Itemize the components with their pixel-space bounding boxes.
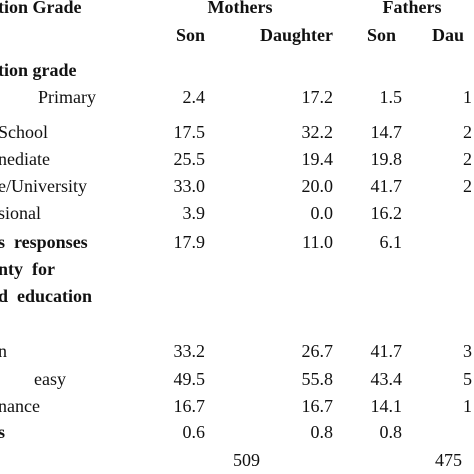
cell: 0.6: [183, 422, 206, 442]
cell: 17.9: [174, 232, 206, 252]
cell: 32.2: [302, 122, 334, 142]
total: 475: [435, 450, 462, 470]
row-label: School: [0, 122, 48, 142]
row-label: n: [0, 341, 7, 361]
cell: 3: [463, 341, 472, 361]
cell: 41.7: [371, 341, 403, 361]
cell: 5: [463, 369, 472, 389]
cell: 16.2: [371, 203, 403, 223]
column-title: tion Grade: [0, 0, 82, 17]
cell: 20.0: [302, 176, 334, 196]
cell: 19.8: [371, 149, 403, 169]
row-label: e/University: [0, 176, 87, 196]
cell: 6.1: [380, 232, 403, 252]
cell: 0.8: [380, 422, 403, 442]
cell: 16.7: [302, 396, 334, 416]
cell: 16.7: [174, 396, 206, 416]
row-label: nty for: [0, 259, 55, 279]
cell: 3.9: [183, 203, 206, 223]
row-label: d education: [0, 286, 92, 306]
cell: 49.5: [174, 369, 206, 389]
cell: 14.1: [371, 396, 403, 416]
cell: 11.0: [302, 232, 333, 252]
subheader: Son: [176, 25, 205, 45]
cell: 17.2: [302, 87, 334, 107]
cell: 1: [463, 396, 472, 416]
cell: 0.8: [311, 422, 334, 442]
cell: 2: [463, 122, 472, 142]
group-header: Fathers: [383, 0, 442, 17]
group-header: Mothers: [208, 0, 273, 17]
row-label: nediate: [0, 149, 50, 169]
row-label: nance: [0, 396, 40, 416]
cell: 2: [463, 149, 472, 169]
subheader: Daughter: [260, 25, 333, 45]
row-label: Primary: [38, 87, 96, 107]
cell: 25.5: [174, 149, 206, 169]
cell: 33.0: [174, 176, 206, 196]
cell: 43.4: [371, 369, 403, 389]
cell: 1: [463, 87, 472, 107]
row-label: sional: [0, 203, 41, 223]
cell: 19.4: [302, 149, 334, 169]
cell: 41.7: [371, 176, 403, 196]
subheader: Dau: [432, 25, 464, 45]
subheader: Son: [367, 25, 396, 45]
row-label: s: [0, 422, 5, 442]
cell: 33.2: [174, 341, 206, 361]
row-label: tion grade: [0, 60, 77, 80]
total: 509: [233, 450, 260, 470]
cell: 26.7: [302, 341, 334, 361]
cell: 2.4: [183, 87, 206, 107]
row-label: easy: [34, 369, 66, 389]
cell: 2: [463, 176, 472, 196]
cell: 14.7: [371, 122, 403, 142]
cell: 17.5: [174, 122, 206, 142]
cell: 1.5: [380, 87, 403, 107]
cell: 0.0: [311, 203, 334, 223]
row-label: s responses: [0, 232, 88, 252]
cell: 55.8: [302, 369, 334, 389]
